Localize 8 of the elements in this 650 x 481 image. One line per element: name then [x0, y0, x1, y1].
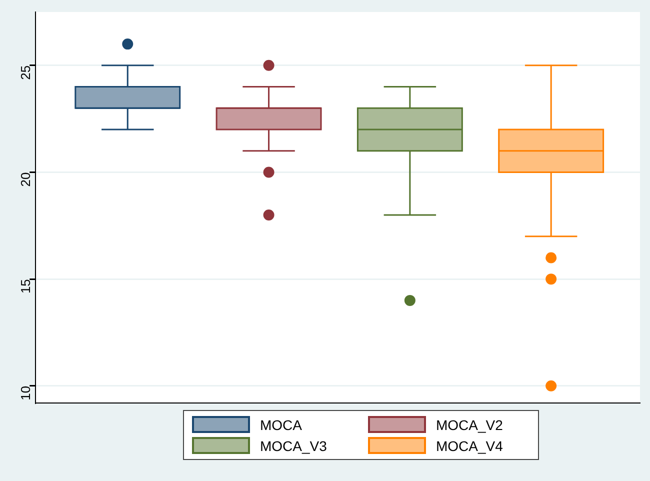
- y-tick-label: 25: [18, 65, 34, 80]
- legend-label: MOCA: [260, 416, 302, 432]
- legend-label: MOCA_V2: [436, 416, 503, 432]
- legend-label: MOCA_V4: [436, 438, 503, 454]
- legend-label: MOCA_V3: [260, 438, 327, 454]
- y-tick-label: 10: [18, 386, 34, 400]
- y-tick-label: 20: [18, 172, 34, 187]
- y-tick-label: 15: [18, 279, 34, 294]
